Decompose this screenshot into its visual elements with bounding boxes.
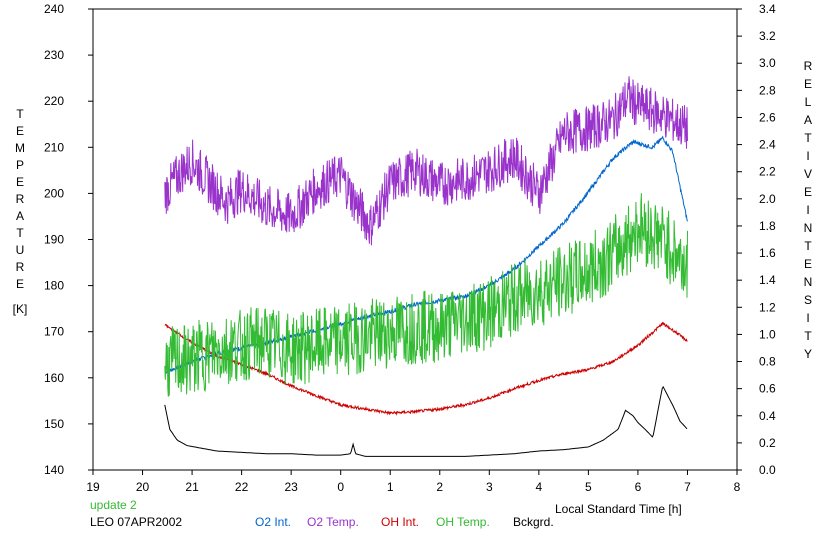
- x-tick-label: 2: [436, 480, 443, 494]
- series-lines: [164, 76, 688, 457]
- right-y-tick-label: 1.6: [759, 246, 776, 260]
- x-tick-label: 19: [86, 480, 100, 494]
- left-y-label-letter: R: [16, 192, 25, 206]
- right-y-tick-label: 2.4: [759, 138, 776, 152]
- right-y-tick-label: 1.2: [759, 300, 776, 314]
- x-tick-label: 5: [585, 480, 592, 494]
- legend: O2 Int. O2 Temp. OH Int. OH Temp. Bckgrd.: [255, 515, 554, 529]
- left-y-label-letter: E: [16, 124, 24, 138]
- left-y-tick-label: 180: [44, 279, 64, 293]
- right-y-axis-ticks: 0.0 0.2 0.4 0.6 0.8 1.0 1.2 1.4 1.6 1.8 2.0 2.2 2.4 2…: [737, 2, 776, 477]
- x-tick-label: 7: [684, 480, 691, 494]
- right-y-tick-label: 2.0: [759, 192, 776, 206]
- legend-item: O2 Temp.: [307, 515, 359, 529]
- x-axis-ticks: 19 20 21 22 23 0 1 2 3 4 5 6 7 8: [86, 470, 741, 494]
- right-y-label-letter: L: [805, 95, 812, 109]
- x-tick-label: 1: [387, 480, 394, 494]
- right-y-label-letter: E: [804, 185, 812, 199]
- x-tick-label: 6: [635, 480, 642, 494]
- left-y-tick-label: 140: [44, 463, 64, 477]
- left-y-label-letter: E: [16, 277, 24, 291]
- series-line: [164, 385, 688, 457]
- right-y-label-letter: E: [804, 77, 812, 91]
- left-y-tick-label: 170: [44, 325, 64, 339]
- x-axis-label: Local Standard Time [h]: [555, 502, 682, 516]
- right-y-label-letter: Y: [804, 347, 812, 361]
- right-y-tick-label: 3.0: [759, 56, 776, 70]
- left-y-tick-label: 220: [44, 94, 64, 108]
- x-tick-label: 23: [284, 480, 298, 494]
- x-tick-label: 20: [136, 480, 150, 494]
- right-y-tick-label: 3.4: [759, 2, 776, 16]
- left-y-label-letter: R: [16, 260, 25, 274]
- legend-item: OH Int.: [381, 515, 419, 529]
- right-y-label-letter: I: [806, 149, 809, 163]
- right-y-tick-label: 0.0: [759, 463, 776, 477]
- right-y-tick-label: 0.8: [759, 355, 776, 369]
- right-y-label-letter: A: [804, 113, 812, 127]
- left-y-tick-label: 160: [44, 371, 64, 385]
- left-y-label-letter: M: [15, 141, 25, 155]
- series-line: [164, 76, 688, 246]
- footer-update: update 2: [90, 498, 137, 512]
- left-y-label-letter: E: [16, 175, 24, 189]
- x-tick-label: 8: [734, 480, 741, 494]
- x-tick-label: 22: [235, 480, 249, 494]
- right-y-tick-label: 2.6: [759, 110, 776, 124]
- left-y-tick-label: 240: [44, 2, 64, 16]
- x-tick-label: 21: [185, 480, 199, 494]
- left-y-tick-label: 230: [44, 48, 64, 62]
- x-tick-label: 3: [486, 480, 493, 494]
- right-y-tick-label: 0.6: [759, 382, 776, 396]
- left-y-label-unit: [K]: [13, 302, 28, 316]
- legend-item: OH Temp.: [436, 515, 490, 529]
- left-y-label-letter: P: [16, 158, 24, 172]
- series-line: [164, 193, 688, 397]
- right-y-label-letter: N: [804, 221, 813, 235]
- legend-item: Bckgrd.: [513, 515, 554, 529]
- legend-item: O2 Int.: [255, 515, 291, 529]
- right-y-label-letter: S: [804, 293, 812, 307]
- right-y-tick-label: 3.2: [759, 29, 776, 43]
- left-y-label-letter: U: [16, 243, 25, 257]
- right-y-label-letter: I: [806, 203, 809, 217]
- right-y-tick-label: 0.4: [759, 409, 776, 423]
- right-y-tick-label: 1.4: [759, 273, 776, 287]
- right-y-label-letter: T: [804, 239, 812, 253]
- left-y-label-letter: T: [16, 226, 24, 240]
- left-y-tick-label: 210: [44, 140, 64, 154]
- x-tick-label: 0: [337, 480, 344, 494]
- right-y-label-letter: R: [804, 59, 813, 73]
- right-y-label-letter: T: [804, 329, 812, 343]
- left-y-tick-label: 190: [44, 233, 64, 247]
- right-y-tick-label: 2.8: [759, 83, 776, 97]
- right-y-label-letter: N: [804, 275, 813, 289]
- footer-station-date: LEO 07APR2002: [90, 515, 182, 529]
- right-y-label-letter: T: [804, 131, 812, 145]
- right-y-tick-label: 0.2: [759, 436, 776, 450]
- right-y-label-letter: I: [806, 311, 809, 325]
- right-y-tick-label: 1.0: [759, 327, 776, 341]
- right-y-tick-label: 1.8: [759, 219, 776, 233]
- series-line: [164, 321, 688, 416]
- x-tick-label: 4: [536, 480, 543, 494]
- right-y-label-letter: E: [804, 257, 812, 271]
- right-y-label-letter: V: [804, 167, 812, 181]
- left-y-label-letter: T: [16, 107, 24, 121]
- right-y-tick-label: 2.2: [759, 165, 776, 179]
- left-y-tick-label: 200: [44, 186, 64, 200]
- left-y-tick-label: 150: [44, 417, 64, 431]
- left-y-label-letter: A: [16, 209, 24, 223]
- left-y-axis-ticks: 140 150 160 170 180 190 200 210 220 230 240: [44, 2, 93, 477]
